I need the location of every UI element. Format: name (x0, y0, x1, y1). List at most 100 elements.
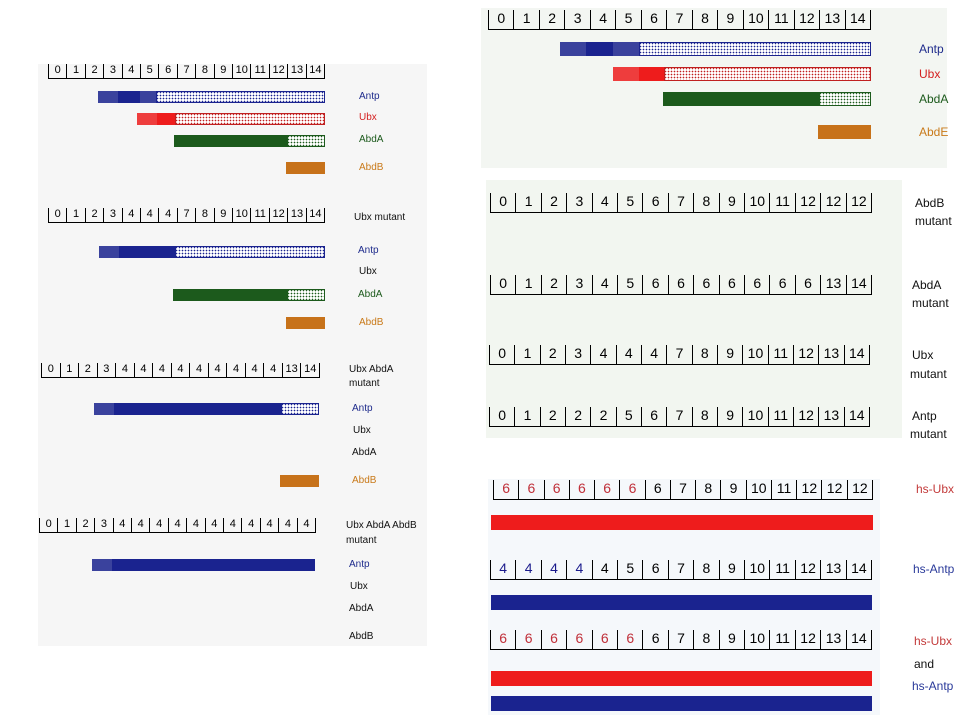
segment-number: 14 (844, 10, 872, 29)
segment-number: 14 (845, 630, 873, 649)
segment-number: 10 (744, 560, 769, 579)
segment-number: 6 (158, 64, 176, 78)
bar-segment (94, 403, 114, 415)
segment-number: 13 (287, 64, 305, 78)
segment-number: 8 (693, 560, 718, 579)
label-antp-mutant-line2: mutant (910, 427, 947, 441)
segment-number: 6 (642, 560, 667, 579)
segment-number: 14 (300, 363, 320, 377)
label-abdb: AbdB (352, 475, 377, 486)
segment-number: 4 (186, 518, 204, 532)
segment-number: 5 (615, 10, 640, 29)
ruler-left-ubx-abda-mutant: 0 1 2 3 4 4 4 4 4 4 4 4 4 13 14 (41, 363, 320, 378)
segment-number: 10 (744, 193, 769, 212)
bar-segment (156, 91, 325, 103)
bar-segment (491, 671, 872, 686)
bar-abda-left-wildtype (174, 135, 325, 147)
segment-number: 2 (540, 193, 566, 212)
ruler-right-antp-mutant: 0 1 2 2 2 5 6 7 8 9 10 11 12 13 14 (489, 407, 870, 427)
segment-number: 13 (820, 560, 845, 579)
segment-number: 2 (539, 407, 565, 426)
label-ubx-mutant-line2: mutant (910, 367, 947, 381)
bar-antp-left-ubx-abda-mutant (94, 403, 319, 415)
segment-number: 11 (250, 64, 268, 78)
segment-number: 4 (112, 518, 131, 532)
bar-segment (491, 595, 872, 610)
label-ubx-mutant-line1: Ubx (912, 348, 934, 362)
label-ubx-abda-mutant-line2: mutant (349, 378, 380, 389)
bar-segment (287, 289, 325, 301)
segment-number: 11 (769, 560, 794, 579)
segment-number: 6 (640, 10, 666, 29)
segment-number: 4 (566, 560, 591, 579)
segment-number: 2 (75, 518, 94, 532)
segment-number: 12 (845, 193, 873, 212)
segment-number: 7 (176, 64, 195, 78)
segment-number: 4 (241, 518, 259, 532)
bar-hs-ubx-combined (491, 671, 872, 686)
segment-number: 11 (767, 407, 793, 426)
label-ubx: Ubx (350, 581, 368, 592)
segment-number: 4 (244, 363, 264, 377)
segment-number: 4 (259, 518, 278, 532)
segment-number: 0 (488, 10, 513, 29)
segment-number: 1 (515, 193, 540, 212)
segment-number: 4 (189, 363, 208, 377)
bar-segment (157, 113, 175, 125)
bar-abda-right-wildtype (663, 92, 871, 106)
ruler-right-hs-ubx: 6 6 6 6 6 6 6 7 8 9 10 11 12 12 12 (493, 480, 873, 500)
label-ubx: Ubx (353, 425, 371, 436)
segment-number: 14 (305, 64, 326, 78)
segment-number: 12 (792, 345, 818, 364)
segment-number: 1 (514, 345, 539, 364)
segment-number: 3 (103, 208, 121, 222)
label-antp: Antp (352, 403, 373, 414)
bar-abdb-left-ubx-abda-mutant (280, 475, 319, 487)
label-ubx: Ubx (359, 112, 377, 123)
segment-number: 2 (84, 64, 103, 78)
ruler-right-wildtype: 0 1 2 3 4 5 6 7 8 9 10 11 12 13 14 (488, 10, 872, 30)
label-abde: AbdE (919, 125, 949, 139)
segment-number: 9 (213, 64, 232, 78)
segment-number: 7 (666, 10, 691, 29)
bar-abdb-left-wildtype (286, 162, 325, 174)
segment-number: 6 (490, 630, 515, 649)
segment-number: 3 (103, 64, 121, 78)
segment-number: 5 (617, 275, 642, 294)
ruler-right-hs-ubx-antp: 6 6 6 6 6 6 6 7 8 9 10 11 12 13 14 (490, 630, 873, 650)
ruler-left-ubx-mutant: 0 1 2 3 4 4 4 7 8 9 10 11 12 13 14 (48, 208, 326, 223)
segment-number: 13 (818, 345, 843, 364)
segment-number: 13 (819, 10, 844, 29)
segment-number: 4 (149, 518, 167, 532)
segment-number: 4 (640, 345, 666, 364)
segment-number: 6 (619, 480, 644, 499)
label-abdb-mutant-line2: mutant (915, 214, 952, 228)
segment-number: 3 (564, 10, 589, 29)
label-abda-mutant-line2: mutant (912, 296, 949, 310)
bar-segment (664, 67, 871, 81)
segment-number: 9 (718, 630, 744, 649)
segment-number: 1 (513, 10, 538, 29)
segment-number: 9 (213, 208, 232, 222)
bar-segment (99, 246, 119, 258)
segment-number: 3 (94, 518, 112, 532)
segment-number: 4 (591, 193, 617, 212)
segment-number: 7 (667, 560, 693, 579)
segment-number: 6 (540, 630, 566, 649)
segment-number: 12 (268, 64, 287, 78)
bar-antp-right-wildtype (560, 42, 871, 56)
segment-number: 10 (232, 64, 250, 78)
segment-number: 6 (617, 630, 642, 649)
label-antp-mutant-line1: Antp (912, 409, 937, 423)
segment-number: 12 (796, 480, 821, 499)
segment-number: 3 (566, 275, 591, 294)
segment-number: 2 (590, 407, 615, 426)
segment-number: 6 (543, 480, 569, 499)
bar-segment (287, 135, 325, 147)
segment-number: 9 (718, 193, 744, 212)
segment-number: 10 (232, 208, 250, 222)
segment-number: 12 (794, 560, 820, 579)
segment-number: 3 (566, 193, 591, 212)
segment-number: 4 (591, 275, 617, 294)
segment-number: 10 (742, 345, 767, 364)
